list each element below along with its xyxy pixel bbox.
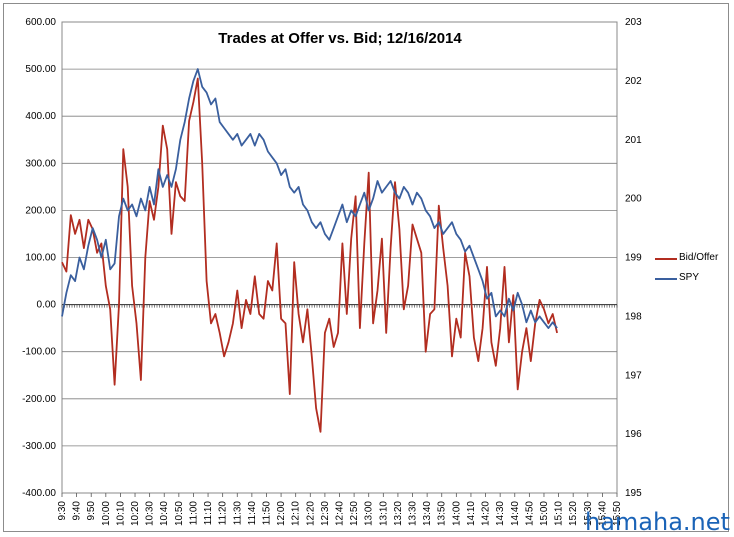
x-tick-label: 10:20: [130, 501, 141, 526]
x-tick-label: 15:30: [583, 501, 594, 526]
x-tick-label: 12:30: [320, 501, 331, 526]
y-left-tick-label: -400.00: [22, 488, 56, 499]
x-tick-label: 12:00: [276, 501, 287, 526]
x-tick-label: 10:00: [101, 501, 112, 526]
x-tick-label: 12:40: [335, 501, 346, 526]
y-right-tick-label: 196: [625, 429, 642, 440]
x-tick-label: 11:00: [188, 501, 199, 526]
x-tick-label: 15:10: [554, 501, 565, 526]
y-right-tick-label: 199: [625, 253, 642, 264]
x-tick-label: 12:10: [291, 501, 302, 526]
y-left-tick-label: -300.00: [22, 441, 56, 452]
x-tick-label: 14:40: [510, 501, 521, 526]
series-line-bid-offer: [61, 77, 558, 433]
legend-swatch-spy: [655, 278, 677, 280]
x-tick-label: 14:20: [481, 501, 492, 526]
x-tick-label: 14:00: [451, 501, 462, 526]
y-left-tick-label: -200.00: [22, 394, 56, 405]
x-tick-label: 9:30: [57, 501, 68, 521]
x-tick-label: 9:40: [72, 501, 83, 521]
x-tick-label: 10:50: [174, 501, 185, 526]
x-tick-label: 15:40: [597, 501, 608, 526]
x-tick-label: 13:00: [364, 501, 375, 526]
x-tick-label: 15:00: [539, 501, 550, 526]
x-tick-label: 11:30: [232, 501, 243, 526]
legend-label-spy: SPY: [679, 272, 700, 283]
y-right-tick-label: 195: [625, 488, 642, 499]
x-tick-label: 13:10: [378, 501, 389, 526]
x-tick-label: 14:30: [495, 501, 506, 526]
y-left-tick-label: 0.00: [37, 300, 57, 311]
x-tick-label: 12:20: [305, 501, 316, 526]
legend-swatch-bid-offer: [655, 258, 677, 260]
series-line-spy: [61, 68, 558, 330]
x-tick-label: 14:50: [524, 501, 535, 526]
x-tick-label: 10:30: [145, 501, 156, 526]
y-left-tick-label: 300.00: [25, 158, 56, 169]
watermark: hamaha.net: [585, 508, 730, 536]
y-right-tick-label: 202: [625, 76, 642, 87]
x-tick-label: 11:20: [218, 501, 229, 526]
y-right-tick-label: 203: [625, 17, 642, 28]
x-tick-label: 13:50: [437, 501, 448, 526]
x-tick-label: 11:10: [203, 501, 214, 526]
y-right-tick-label: 198: [625, 311, 642, 322]
x-tick-label: 15:20: [568, 501, 579, 526]
chart-frame: [3, 3, 729, 532]
x-tick-label: 15:50: [612, 501, 623, 526]
x-tick-label: 10:40: [159, 501, 170, 526]
y-right-tick-label: 197: [625, 370, 642, 381]
y-left-tick-label: 600.00: [25, 17, 56, 28]
x-tick-label: 9:50: [86, 501, 97, 521]
x-tick-label: 11:50: [261, 501, 272, 526]
x-tick-label: 10:10: [115, 501, 126, 526]
x-tick-label: 14:10: [466, 501, 477, 526]
chart-title: Trades at Offer vs. Bid; 12/16/2014: [218, 30, 462, 47]
y-left-tick-label: 100.00: [25, 253, 56, 264]
y-right-tick-label: 200: [625, 194, 642, 205]
y-left-tick-label: -100.00: [22, 347, 56, 358]
legend-label-bid-offer: Bid/Offer: [679, 252, 719, 263]
y-left-tick-label: 400.00: [25, 111, 56, 122]
y-right-tick-label: 201: [625, 135, 642, 146]
x-tick-label: 12:50: [349, 501, 360, 526]
y-left-tick-label: 500.00: [25, 64, 56, 75]
x-tick-label: 13:30: [408, 501, 419, 526]
x-tick-label: 13:40: [422, 501, 433, 526]
x-tick-label: 11:40: [247, 501, 258, 526]
x-tick-label: 13:20: [393, 501, 404, 526]
y-left-tick-label: 200.00: [25, 205, 56, 216]
